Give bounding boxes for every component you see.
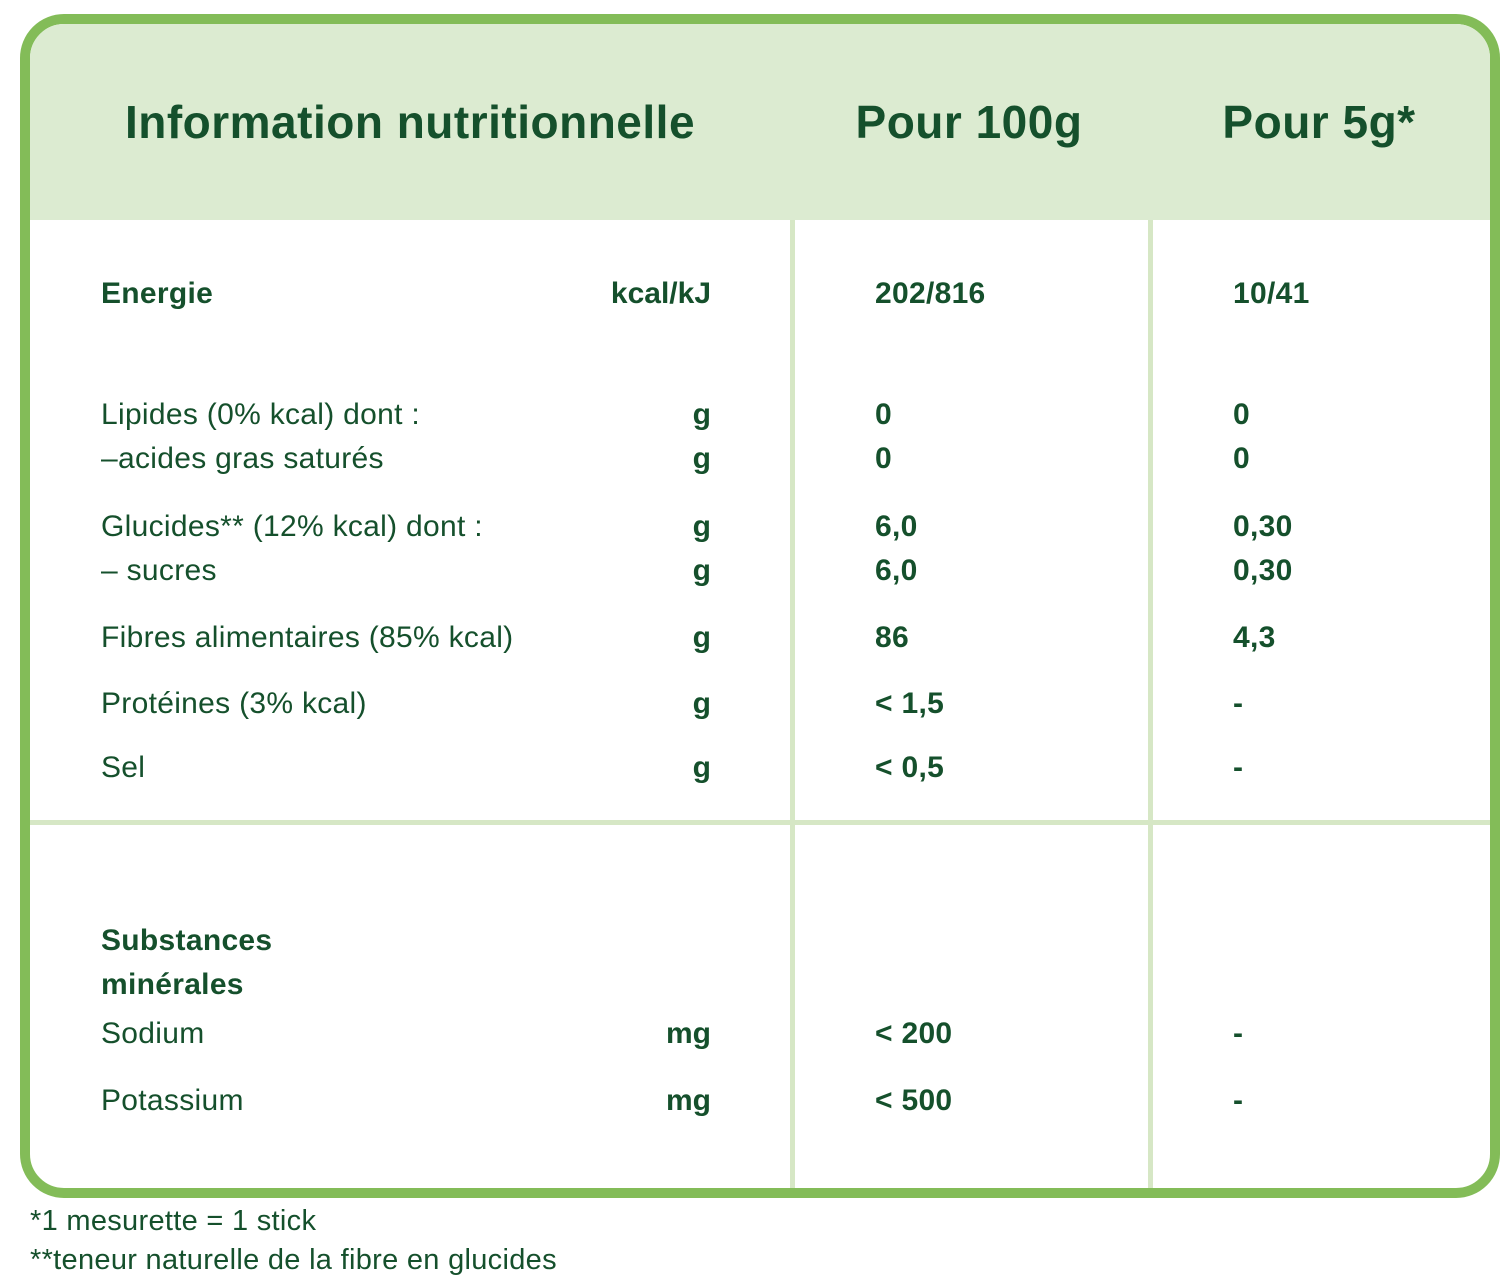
row-acides-gras-satures: –acides gras saturés g 0 0 <box>30 437 1490 481</box>
nutrient-label: Sodium <box>101 1017 205 1050</box>
nutrient-label: Energie <box>101 277 214 310</box>
nutrient-label: Glucides** (12% kcal) dont : <box>101 510 483 543</box>
value-per-5g: - <box>1233 1084 1244 1117</box>
value-per-5g: - <box>1233 1017 1244 1050</box>
nutrient-unit: g <box>692 751 711 784</box>
value-per-5g: - <box>1233 751 1244 784</box>
value-per-100g: 202/816 <box>875 277 986 310</box>
nutrient-unit: g <box>692 398 711 431</box>
header-title: Information nutritionnelle <box>124 96 696 148</box>
nutrient-label: –acides gras saturés <box>101 442 384 475</box>
row-energie: Energie kcal/kJ 202/816 10/41 <box>30 272 1490 316</box>
nutrient-unit: g <box>692 687 711 720</box>
nutrient-unit: mg <box>666 1084 711 1117</box>
row-glucides: Glucides** (12% kcal) dont : g 6,0 0,30 <box>30 505 1490 549</box>
nutrient-label: Protéines (3% kcal) <box>101 687 367 720</box>
row-sodium: Sodium mg < 200 - <box>30 1012 1490 1056</box>
value-per-5g: 10/41 <box>1233 277 1310 310</box>
value-per-5g: 0,30 <box>1233 510 1293 543</box>
row-sel: Sel g < 0,5 - <box>30 746 1490 790</box>
row-fibres: Fibres alimentaires (85% kcal) g 86 4,3 <box>30 616 1490 660</box>
nutrient-unit: kcal/kJ <box>610 277 711 310</box>
minerals-section-title: Substances minérales <box>30 919 1490 1007</box>
nutrient-label: – sucres <box>101 554 217 587</box>
minerals-title-line1: Substances <box>101 924 273 957</box>
nutrient-label: Potassium <box>101 1084 244 1117</box>
row-sucres: – sucres g 6,0 0,30 <box>30 549 1490 593</box>
value-per-100g: < 0,5 <box>875 751 945 784</box>
value-per-100g: < 200 <box>875 1017 953 1050</box>
value-per-5g: 0 <box>1233 442 1250 475</box>
value-per-5g: 0 <box>1233 398 1250 431</box>
value-per-5g: 4,3 <box>1233 621 1276 654</box>
minerals-title-line2: minérales <box>101 968 244 1001</box>
footnotes: *1 mesurette = 1 stick **teneur naturell… <box>30 1202 557 1279</box>
column-divider-per100 <box>790 24 795 1188</box>
nutrition-table: Information nutritionnelle Pour 100g Pou… <box>20 14 1500 1198</box>
footnote-mesurette: *1 mesurette = 1 stick <box>30 1205 317 1237</box>
nutrient-unit: g <box>692 554 711 587</box>
value-per-100g: 6,0 <box>875 510 918 543</box>
value-per-100g: < 1,5 <box>875 687 945 720</box>
value-per-100g: 0 <box>875 398 892 431</box>
table-header-row: Information nutritionnelle Pour 100g Pou… <box>30 24 1490 220</box>
value-per-100g: < 500 <box>875 1084 953 1117</box>
header-per-100g: Pour 100g <box>855 96 1083 148</box>
row-proteines: Protéines (3% kcal) g < 1,5 - <box>30 682 1490 726</box>
value-per-100g: 86 <box>875 621 909 654</box>
nutrient-unit: g <box>692 442 711 475</box>
row-lipides: Lipides (0% kcal) dont : g 0 0 <box>30 393 1490 437</box>
value-per-100g: 0 <box>875 442 892 475</box>
footnote-teneur: **teneur naturelle de la fibre en glucid… <box>30 1243 557 1276</box>
column-divider-per5 <box>1148 24 1153 1188</box>
nutrient-unit: mg <box>666 1017 711 1050</box>
value-per-5g: 0,30 <box>1233 554 1293 587</box>
nutrient-label: Fibres alimentaires (85% kcal) <box>101 621 514 654</box>
nutrient-label: Lipides (0% kcal) dont : <box>101 398 421 431</box>
nutrient-label: Sel <box>101 751 146 784</box>
header-per-5g: Pour 5g* <box>1222 96 1416 148</box>
row-potassium: Potassium mg < 500 - <box>30 1079 1490 1123</box>
nutrient-unit: g <box>692 510 711 543</box>
nutrient-unit: g <box>692 621 711 654</box>
section-divider <box>30 820 1490 825</box>
value-per-5g: - <box>1233 687 1244 720</box>
value-per-100g: 6,0 <box>875 554 918 587</box>
